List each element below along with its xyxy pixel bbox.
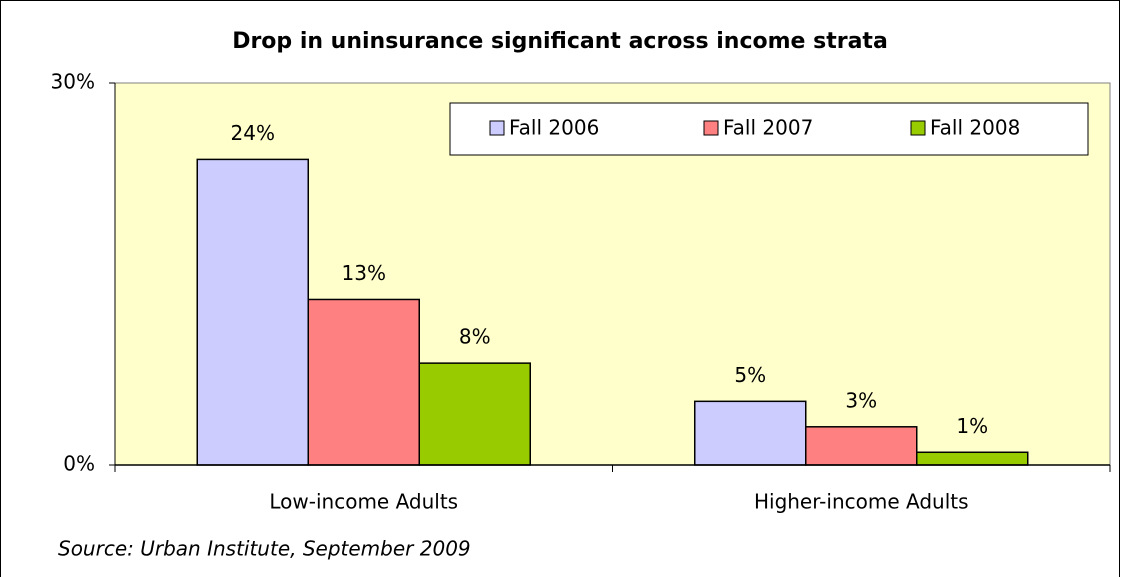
legend-label: Fall 2006 <box>509 116 599 140</box>
legend-swatch <box>703 120 719 136</box>
x-tick-label: Higher-income Adults <box>754 490 969 514</box>
x-tick-label: Low-income Adults <box>269 490 458 514</box>
legend-swatch <box>489 120 505 136</box>
value-label: 24% <box>231 121 275 145</box>
value-label: 5% <box>734 363 766 387</box>
bar <box>196 158 309 466</box>
value-label: 8% <box>459 325 491 349</box>
bar <box>307 298 420 466</box>
value-label: 3% <box>845 388 877 412</box>
value-label: 13% <box>342 261 386 285</box>
bar <box>916 451 1029 466</box>
legend-label: Fall 2007 <box>723 116 813 140</box>
bar <box>418 362 531 466</box>
legend-swatch <box>910 120 926 136</box>
legend-label: Fall 2008 <box>930 116 1020 140</box>
y-tick-label: 0% <box>63 452 95 476</box>
value-label: 1% <box>956 414 988 438</box>
y-tick-label: 30% <box>51 70 95 94</box>
bar <box>694 400 807 466</box>
bar <box>805 426 918 466</box>
chart-title: Drop in uninsurance significant across i… <box>232 29 888 54</box>
source-note: Source: Urban Institute, September 2009 <box>58 537 471 561</box>
legend-box <box>449 102 1089 156</box>
